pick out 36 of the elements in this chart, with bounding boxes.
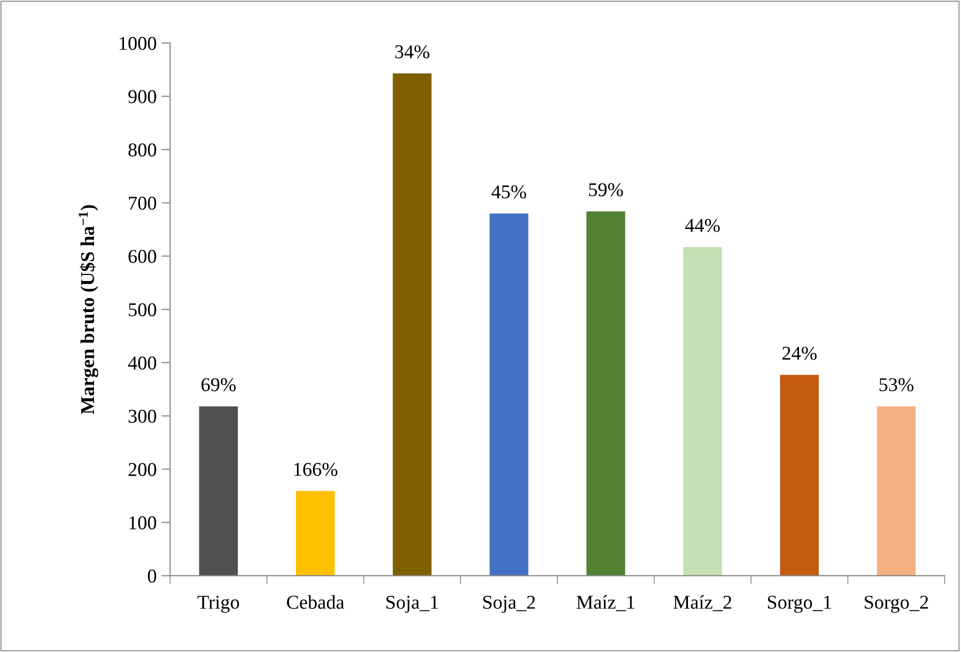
annotation: 69% [202,378,236,392]
annotation: 24% [782,346,817,360]
bar [876,406,916,576]
x-tick-label: Sorgo_1 [768,596,832,613]
y-tick-label: 700 [129,196,156,210]
x-tick-label: Maíz_1 [576,595,634,612]
bar [586,211,626,576]
y-tick-label: 100 [129,516,156,530]
y-tick-label: 400 [128,356,156,370]
annotation: 34% [395,45,430,58]
x-tick-label: Trigo [198,596,240,613]
annotation: 45% [492,185,526,198]
annotation: 44% [685,218,720,232]
y-tick-label: 500 [128,303,156,316]
x-tick-label: Sorgo_2 [864,596,928,613]
y-tick-label: 300 [128,410,156,423]
annotation: 166% [294,462,338,476]
bar [199,406,238,576]
annotation: 59% [589,183,623,196]
y-tick-label: 600 [128,250,156,264]
bar [683,247,722,576]
y-tick-label: 1000 [120,36,156,50]
y-axis-title: Margen bruto (U$S ha$^{−1}$) [78,205,98,414]
bar [490,213,528,576]
y-tick-label: 200 [128,462,156,476]
bar [392,73,432,576]
y-tick-label: 800 [128,143,156,157]
y-tick-label: 900 [128,90,156,104]
annotation: 53% [880,378,914,392]
x-tick-label: Maíz_2 [673,595,732,612]
x-tick-label: Cebada [286,595,344,609]
x-tick-label: Soja_1 [386,596,438,613]
bar [780,374,819,576]
y-tick-label: 0 [148,570,156,583]
x-tick-label: Soja_2 [483,596,535,613]
bar [296,491,335,576]
